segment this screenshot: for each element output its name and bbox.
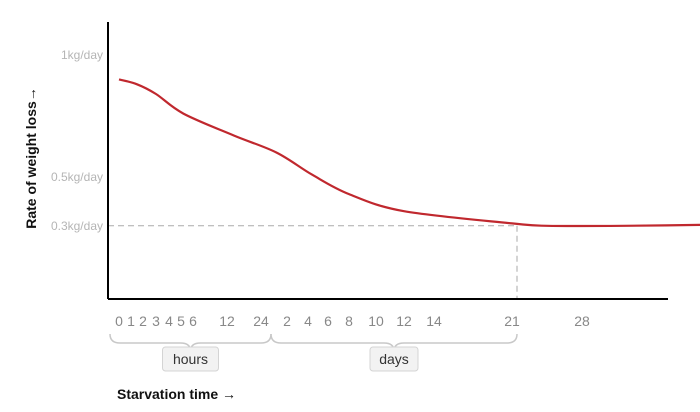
x-tick-label: 12 <box>396 313 412 329</box>
x-tick-label: 21 <box>504 313 520 329</box>
x-tick-label: 14 <box>426 313 442 329</box>
x-tick-label: 24 <box>253 313 269 329</box>
x-tick-label: 12 <box>219 313 235 329</box>
x-tick-label: 2 <box>139 313 147 329</box>
x-tick-labels: 0 1 2 3 4 5 6 12 24 2 4 6 8 10 12 14 21 28 <box>115 313 590 329</box>
x-tick-label: 6 <box>324 313 332 329</box>
x-tick-label: 0 <box>115 313 123 329</box>
x-tick-label: 4 <box>304 313 312 329</box>
reference-lines <box>108 225 518 299</box>
x-tick-label: 28 <box>574 313 590 329</box>
series-line <box>118 78 700 228</box>
y-tick-label: 0.5kg/day <box>51 170 103 184</box>
y-tick-label: 0.3kg/day <box>51 219 103 233</box>
x-tick-label: 3 <box>152 313 160 329</box>
x-tick-label: 4 <box>165 313 173 329</box>
group-label: days <box>379 351 409 367</box>
x-tick-label: 5 <box>177 313 185 329</box>
group-label: hours <box>173 351 208 367</box>
y-tick-labels: 1kg/day 0.5kg/day 0.3kg/day <box>51 48 103 233</box>
x-tick-label: 8 <box>345 313 353 329</box>
y-tick-label: 1kg/day <box>61 48 103 62</box>
x-tick-label: 10 <box>368 313 384 329</box>
x-axis-label: Starvation time → <box>117 386 236 402</box>
group-label-box <box>162 346 219 372</box>
x-tick-label: 6 <box>189 313 197 329</box>
axes <box>107 22 668 300</box>
series <box>118 78 700 228</box>
group-label-box <box>369 346 419 372</box>
y-axis-label: Rate of weight loss→ <box>23 87 39 229</box>
x-tick-label: 2 <box>283 313 291 329</box>
x-tick-label: 1 <box>127 313 135 329</box>
x-group-braces: hours days <box>109 333 518 372</box>
